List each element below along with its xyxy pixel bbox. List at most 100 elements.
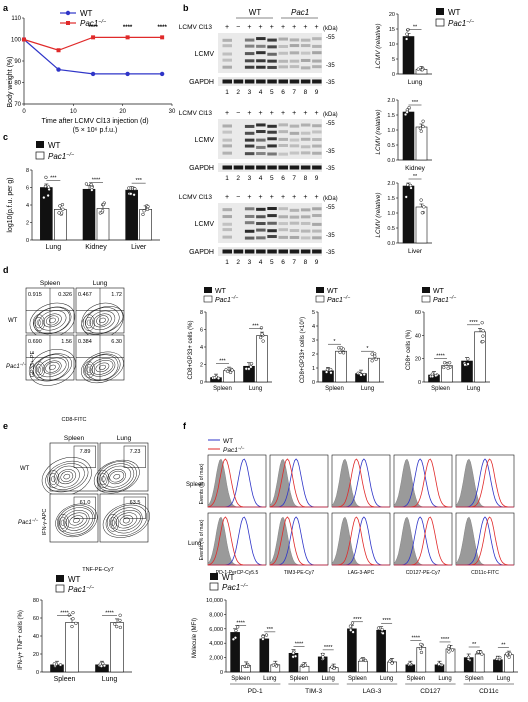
blot-kda: (kDa) bbox=[323, 112, 338, 118]
blot-mw: -35 bbox=[326, 80, 335, 86]
blot-band bbox=[256, 130, 266, 134]
c-group-label: Kidney bbox=[85, 244, 107, 251]
b-chart-xlabel: Lung bbox=[408, 79, 423, 86]
blot-lane-number: 3 bbox=[248, 89, 252, 96]
c-stars: **** bbox=[92, 177, 101, 183]
blot-lane-number: 9 bbox=[315, 175, 319, 182]
b1-dot bbox=[405, 110, 409, 114]
flow-contour bbox=[93, 313, 112, 328]
a-series-line-0 bbox=[23, 39, 163, 75]
flow-contour bbox=[105, 504, 148, 536]
f-hist-plot: PD-1-PerCP-Cy5.5 bbox=[207, 512, 267, 576]
c-dot bbox=[101, 202, 106, 207]
e-dot bbox=[113, 622, 117, 626]
legend-wt: WT bbox=[80, 9, 93, 18]
flow-contour bbox=[36, 366, 42, 373]
c-legend-wt: WT bbox=[48, 141, 61, 150]
flow-contour bbox=[48, 364, 56, 370]
blot-cl13-label: LCMV Cl13 bbox=[179, 194, 213, 201]
blot-sign: + bbox=[247, 110, 251, 117]
b-legend-ko: Pac1−/− bbox=[448, 19, 475, 28]
blot-band bbox=[300, 145, 311, 149]
flow-quad-value: 0.384 bbox=[78, 339, 92, 345]
f-hist-plot bbox=[331, 454, 391, 508]
blot-band bbox=[244, 52, 255, 56]
d1-dot bbox=[359, 373, 363, 377]
a-point-ko bbox=[22, 37, 26, 42]
blot-band bbox=[289, 51, 300, 55]
blot-gapdh-label: GAPDH bbox=[189, 165, 214, 172]
panel-a: WT Pac1−/− Body weight (%) 70 80 90 100 110 0… bbox=[7, 9, 176, 134]
f-dot bbox=[419, 642, 423, 647]
d0-ytick-label: 0 bbox=[200, 380, 203, 386]
blot-mw: -35 bbox=[326, 166, 335, 172]
f-bar bbox=[347, 628, 357, 673]
blot-band bbox=[222, 124, 232, 128]
f-dot bbox=[505, 652, 509, 656]
b0-dot bbox=[420, 68, 425, 72]
flow-contour bbox=[57, 505, 95, 536]
flow-contour bbox=[63, 509, 90, 531]
flow-contour bbox=[106, 513, 119, 532]
blot-band bbox=[300, 215, 311, 219]
blot-band bbox=[244, 207, 255, 211]
d-legend-wt: WT bbox=[215, 288, 227, 295]
f-hist-ko bbox=[332, 516, 390, 566]
f-hist-ko bbox=[456, 516, 514, 566]
d2-dot bbox=[480, 321, 484, 325]
d2-dot bbox=[446, 366, 450, 370]
d-chart-ylabel: CD8+GP33+ cells (%) bbox=[188, 320, 194, 379]
f-stars: **** bbox=[236, 620, 245, 626]
f-stars: **** bbox=[353, 617, 362, 623]
flow-contour bbox=[60, 519, 66, 526]
f-group-label: Spleen bbox=[290, 676, 309, 682]
blot-gapdh-band bbox=[267, 165, 277, 170]
f-hist-plot bbox=[393, 454, 453, 508]
panel-b-legend: WT Pac1−/− bbox=[435, 8, 475, 28]
blot-sign: − bbox=[236, 194, 240, 201]
flow-quad-value: 0.326 bbox=[58, 292, 72, 298]
f-group-label: Lung bbox=[380, 676, 393, 682]
c-group-label: Liver bbox=[131, 244, 147, 251]
f-marker-label: CD127-PE-Cy7 bbox=[406, 570, 441, 576]
d2-bar bbox=[474, 331, 486, 383]
f-hist-ko bbox=[394, 458, 452, 508]
blot-mw: -35 bbox=[326, 149, 335, 155]
f-dot bbox=[508, 652, 512, 656]
f-dot bbox=[363, 658, 368, 663]
b1-ytick-label: 1.5 bbox=[387, 113, 395, 119]
d-legend-ko-name: Pac1 bbox=[327, 297, 343, 304]
flow-contour bbox=[32, 361, 45, 378]
f-dot bbox=[332, 666, 336, 671]
flow-contour bbox=[58, 516, 68, 529]
flow-contour bbox=[81, 306, 124, 335]
e-row-wt: WT bbox=[20, 466, 30, 472]
d2-dot bbox=[434, 373, 438, 378]
d-chart-ylabel: CD8+ cells (%) bbox=[406, 330, 412, 370]
f-marker-label: LAG-3-APC bbox=[348, 570, 375, 576]
blot-cl13-label: LCMV Cl13 bbox=[179, 110, 213, 117]
b0-dot bbox=[416, 67, 420, 71]
flow-contour bbox=[48, 317, 56, 324]
d1-dot bbox=[337, 346, 341, 350]
c-dot bbox=[146, 204, 150, 209]
blot-band bbox=[222, 38, 232, 42]
d1-dot bbox=[373, 354, 377, 358]
c-dot bbox=[127, 186, 131, 190]
d0-dot bbox=[258, 335, 263, 340]
b0-ytick-label: 15 bbox=[389, 27, 395, 33]
f-dot bbox=[446, 646, 451, 651]
blot-band bbox=[256, 152, 266, 156]
d-legend-ko-swatch bbox=[315, 295, 325, 303]
blot-band bbox=[222, 228, 232, 232]
d0-dot bbox=[228, 370, 233, 375]
f-yaxis-label: Events (% of max) bbox=[199, 519, 205, 560]
b0-bar bbox=[402, 36, 415, 75]
b-legend-wt: WT bbox=[448, 8, 461, 17]
d-col-spleen: Spleen bbox=[40, 280, 61, 287]
f-ytick-label: 10,000 bbox=[206, 598, 223, 604]
b1-bar bbox=[402, 111, 415, 161]
